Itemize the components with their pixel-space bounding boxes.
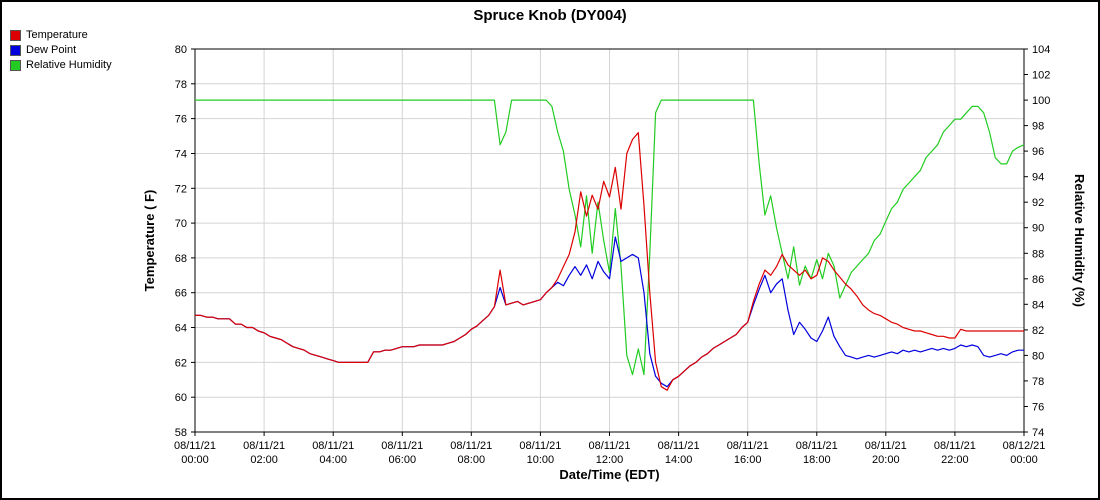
svg-text:80: 80 <box>1032 350 1044 362</box>
gridlines <box>195 49 1024 432</box>
legend-label-dew-point: Dew Point <box>26 44 77 56</box>
dew-point-swatch-icon <box>10 44 21 56</box>
x-ticks: 08/11/21 00:00 08/11/21 02:00 08/11/21 04:00 0… <box>174 432 1045 466</box>
svg-text:58: 58 <box>175 427 187 439</box>
svg-text:84: 84 <box>1032 299 1044 311</box>
svg-text:08/11/21: 08/11/21 <box>658 440 700 452</box>
svg-text:08/11/21: 08/11/21 <box>381 440 423 452</box>
svg-text:70: 70 <box>175 218 187 230</box>
svg-text:08/11/21: 08/11/21 <box>312 440 354 452</box>
svg-text:62: 62 <box>175 357 187 369</box>
svg-text:08/11/21: 08/11/21 <box>174 440 216 452</box>
legend-item-dew-point: Dew Point <box>10 44 112 56</box>
legend: Temperature Dew Point Relative Humidity <box>10 29 112 74</box>
svg-text:104: 104 <box>1032 44 1050 56</box>
svg-text:08/11/21: 08/11/21 <box>727 440 769 452</box>
svg-text:66: 66 <box>175 288 187 300</box>
svg-text:04:00: 04:00 <box>319 454 347 466</box>
svg-text:00:00: 00:00 <box>1010 454 1038 466</box>
svg-text:64: 64 <box>175 323 187 335</box>
svg-text:80: 80 <box>175 44 187 56</box>
legend-item-relative-humidity: Relative Humidity <box>10 59 112 71</box>
svg-text:78: 78 <box>1032 376 1044 388</box>
svg-text:90: 90 <box>1032 223 1044 235</box>
temperature-swatch-icon <box>10 29 21 41</box>
svg-text:74: 74 <box>1032 427 1044 439</box>
legend-item-temperature: Temperature <box>10 29 112 41</box>
svg-text:22:00: 22:00 <box>941 454 969 466</box>
chart-title: Spruce Knob (DY004) <box>473 7 627 24</box>
svg-text:08/11/21: 08/11/21 <box>588 440 630 452</box>
svg-text:60: 60 <box>175 392 187 404</box>
x-axis-title: Date/Time (EDT) <box>559 467 659 482</box>
legend-label-relative-humidity: Relative Humidity <box>26 59 112 71</box>
svg-text:96: 96 <box>1032 146 1044 158</box>
svg-text:08/11/21: 08/11/21 <box>519 440 561 452</box>
svg-text:08/11/21: 08/11/21 <box>934 440 976 452</box>
svg-text:82: 82 <box>1032 325 1044 337</box>
svg-text:08/11/21: 08/11/21 <box>865 440 907 452</box>
svg-text:74: 74 <box>175 149 187 161</box>
svg-text:08/11/21: 08/11/21 <box>796 440 838 452</box>
relative-humidity-swatch-icon <box>10 59 21 71</box>
svg-text:10:00: 10:00 <box>527 454 555 466</box>
svg-text:76: 76 <box>175 114 187 126</box>
svg-text:18:00: 18:00 <box>803 454 831 466</box>
svg-text:06:00: 06:00 <box>389 454 417 466</box>
svg-text:98: 98 <box>1032 121 1044 133</box>
svg-text:12:00: 12:00 <box>596 454 624 466</box>
svg-text:92: 92 <box>1032 197 1044 209</box>
y-left-axis-title: Temperature ( F) <box>142 190 157 292</box>
y-left-ticks: 58 60 62 64 66 68 70 72 74 76 78 80 <box>175 44 195 439</box>
svg-text:02:00: 02:00 <box>250 454 278 466</box>
relative-humidity-line <box>195 99 1025 376</box>
svg-text:20:00: 20:00 <box>872 454 900 466</box>
svg-text:68: 68 <box>175 253 187 265</box>
svg-text:86: 86 <box>1032 274 1044 286</box>
y-right-ticks: 74 76 78 80 82 84 86 88 90 92 94 96 98 100 102 104 <box>1024 44 1050 439</box>
legend-label-temperature: Temperature <box>26 29 88 41</box>
svg-text:00:00: 00:00 <box>181 454 209 466</box>
svg-text:88: 88 <box>1032 248 1044 260</box>
svg-text:08/12/21: 08/12/21 <box>1003 440 1046 452</box>
y-right-axis-title: Relative Humidity (%) <box>1072 174 1087 307</box>
svg-text:94: 94 <box>1032 172 1044 184</box>
svg-text:16:00: 16:00 <box>734 454 762 466</box>
svg-text:76: 76 <box>1032 402 1044 414</box>
svg-text:100: 100 <box>1032 95 1050 107</box>
svg-text:14:00: 14:00 <box>665 454 693 466</box>
svg-text:08/11/21: 08/11/21 <box>450 440 492 452</box>
temperature-line <box>195 132 1024 391</box>
svg-text:08/11/21: 08/11/21 <box>243 440 285 452</box>
svg-text:78: 78 <box>175 79 187 91</box>
svg-text:08:00: 08:00 <box>458 454 486 466</box>
svg-text:72: 72 <box>175 183 187 195</box>
svg-text:102: 102 <box>1032 70 1050 82</box>
